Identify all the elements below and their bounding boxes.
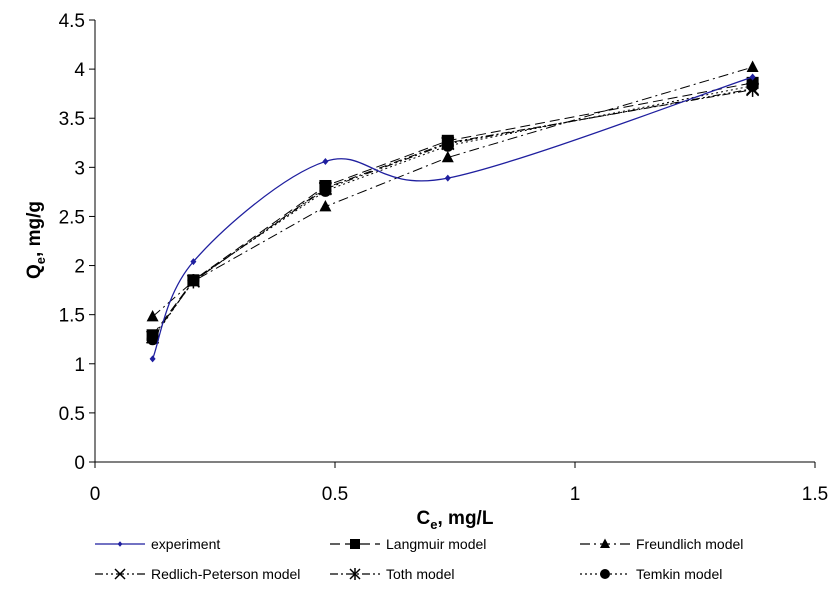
series-line <box>152 82 753 336</box>
marker-circle <box>746 79 759 92</box>
series-redlich-peterson-model <box>146 82 760 344</box>
marker-circle <box>187 274 200 287</box>
marker-diamond <box>149 355 156 363</box>
x-tick-label: 0 <box>90 484 101 505</box>
marker-diamond <box>444 174 451 182</box>
y-axis-ticks: 0 0.5 1 1.5 2 2.5 3 3.5 4 4.5 <box>59 11 95 474</box>
marker-diamond <box>190 258 197 266</box>
legend-label: Redlich-Peterson model <box>151 566 300 582</box>
marker-circle <box>146 333 159 346</box>
y-tick-label: 0 <box>74 453 85 474</box>
y-tick-label: 4.5 <box>59 11 85 32</box>
y-tick-label: 2 <box>74 257 85 278</box>
x-axis-title-main: C <box>417 508 431 529</box>
series-line <box>152 76 753 360</box>
series-line <box>152 88 753 338</box>
series-temkin-model <box>146 79 759 346</box>
legend-item: Redlich-Peterson model <box>95 566 300 582</box>
marker-circle <box>600 569 610 579</box>
y-axis-title-rest: , mg/g <box>24 201 45 257</box>
legend-item: Langmuir model <box>330 536 486 552</box>
marker-square <box>350 539 360 549</box>
y-tick-label: 1 <box>74 355 85 376</box>
series-freundlich-model <box>146 60 759 322</box>
legend-label: Freundlich model <box>636 536 743 552</box>
marker-diamond <box>322 157 329 165</box>
series-layer <box>146 60 760 363</box>
legend-item: Temkin model <box>580 566 722 582</box>
marker-diamond <box>117 541 123 547</box>
y-tick-label: 2.5 <box>59 207 85 228</box>
x-axis-ticks: 0 0.5 1 1.5 <box>90 462 828 505</box>
y-tick-label: 0.5 <box>59 404 85 425</box>
marker-circle <box>319 184 332 197</box>
legend-item: experiment <box>95 536 220 552</box>
x-tick-label: 1 <box>570 484 581 505</box>
series-toth-model <box>146 82 760 345</box>
y-axis-title-main: Q <box>24 264 45 279</box>
legend-label: Langmuir model <box>386 536 486 552</box>
y-tick-label: 3 <box>74 158 85 179</box>
y-axis-title-subscript: e <box>33 257 48 264</box>
series-langmuir-model <box>146 76 759 342</box>
y-tick-label: 3.5 <box>59 109 85 130</box>
marker-triangle <box>319 200 332 212</box>
marker-triangle <box>600 538 610 548</box>
series-line <box>152 85 753 340</box>
legend: experiment Langmuir model Freundlich model… <box>95 536 743 582</box>
x-axis-title: Ce, mg/L <box>417 508 494 532</box>
legend-item: Toth model <box>330 566 454 582</box>
y-axis-title: Qe, mg/g <box>24 201 48 279</box>
x-tick-label: 1.5 <box>802 484 828 505</box>
legend-label: experiment <box>151 536 220 552</box>
marker-diamond <box>749 73 756 81</box>
marker-triangle <box>441 150 454 163</box>
legend-item: Freundlich model <box>580 536 743 552</box>
plot-area: 0 0.5 1 1.5 2 2.5 3 3.5 4 4.5 0 0.5 1 1.5 <box>59 11 829 505</box>
marker-circle <box>441 139 454 152</box>
marker-triangle <box>746 60 759 72</box>
legend-label: Toth model <box>386 566 454 582</box>
x-axis-title-subscript: e <box>430 517 437 532</box>
legend-label: Temkin model <box>636 566 722 582</box>
marker-x <box>114 568 126 580</box>
y-tick-label: 1.5 <box>59 306 85 327</box>
series-experiment <box>149 73 756 363</box>
y-tick-label: 4 <box>74 60 85 81</box>
x-axis-title-rest: , mg/L <box>438 508 494 529</box>
x-tick-label: 0.5 <box>322 484 348 505</box>
marker-triangle <box>146 310 159 322</box>
marker-star <box>349 568 361 580</box>
